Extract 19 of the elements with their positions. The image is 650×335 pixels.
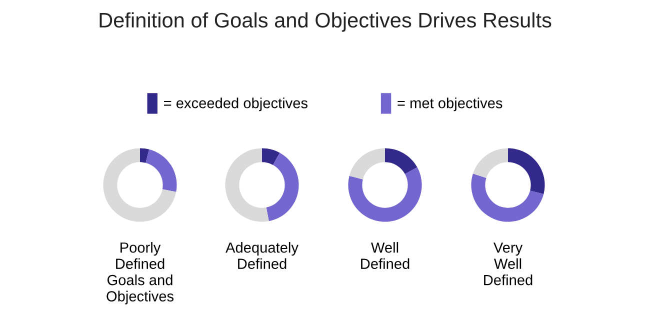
donut-slice — [146, 149, 177, 192]
legend-label: = exceeded objectives — [164, 98, 308, 112]
donut-slice — [266, 152, 299, 222]
donut-slice — [349, 148, 385, 180]
text: Well Defined — [361, 242, 410, 269]
donut-slice — [262, 148, 280, 166]
text: Very Well Defined — [484, 242, 532, 286]
donut-slice — [140, 148, 150, 163]
text: Adequately Defined — [226, 242, 298, 269]
donut-slice — [508, 148, 545, 194]
text: Poorly Defined Goals and Objectives — [106, 242, 174, 304]
donut-slice — [103, 148, 176, 222]
donut-slice — [473, 148, 508, 178]
chart-title: Definition of Goals and Objectives Drives Results — [100, 12, 552, 32]
donut-slice — [348, 167, 422, 222]
legend-label: = met objectives — [398, 98, 502, 112]
donut-slice — [385, 148, 418, 174]
donut-slice — [471, 174, 544, 222]
donut-slice — [225, 148, 269, 222]
